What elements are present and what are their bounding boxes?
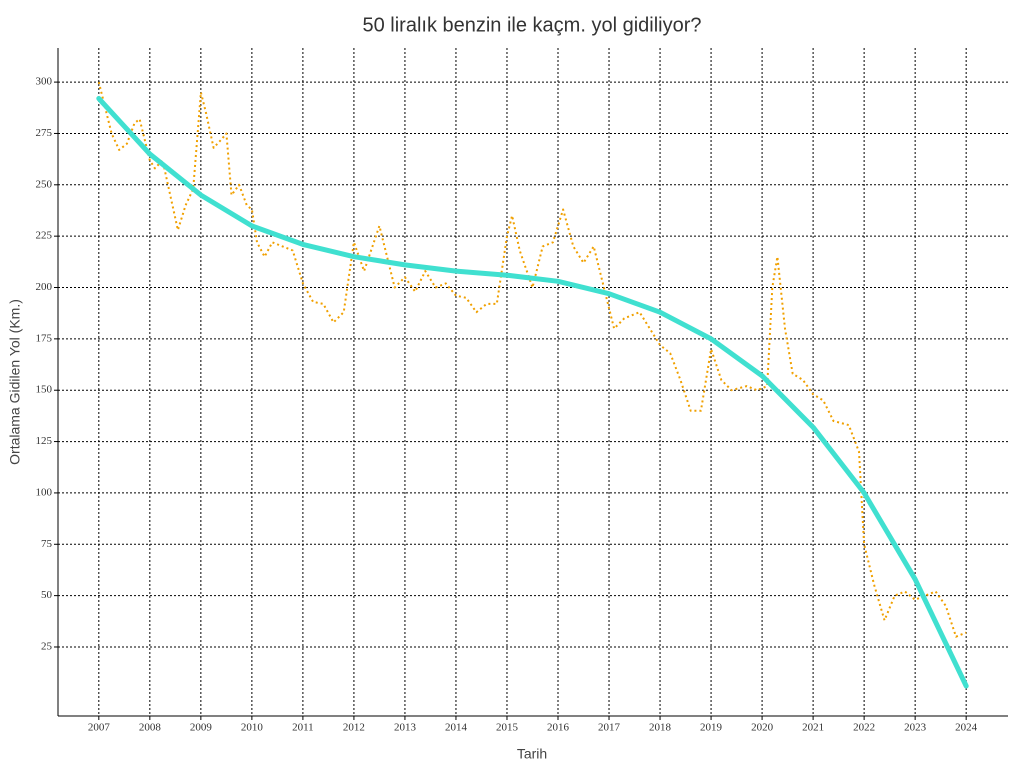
y-tick-label: 50: [41, 589, 53, 601]
x-tick-label: 2013: [394, 722, 417, 734]
y-tick-label: 275: [36, 127, 53, 139]
x-tick-label: 2021: [802, 722, 824, 734]
series-line: [96, 96, 969, 689]
x-tick-label: 2009: [190, 722, 213, 734]
x-tick-label: 2012: [343, 722, 365, 734]
x-tick-label: 2017: [598, 722, 621, 734]
x-axis-title: Tarih: [517, 746, 547, 762]
series-line: [97, 81, 967, 638]
chart-title: 50 liralık benzin ile kaçm. yol gidiliyo…: [362, 14, 701, 36]
y-tick-label: 150: [36, 384, 53, 396]
y-tick-label: 125: [36, 435, 53, 447]
y-tick-label: 225: [36, 230, 53, 242]
x-tick-label: 2011: [292, 722, 314, 734]
x-tick-label: 2008: [139, 722, 162, 734]
x-tick-label: 2022: [853, 722, 875, 734]
x-tick-label: 2015: [496, 722, 519, 734]
x-tick-label: 2019: [700, 722, 723, 734]
x-tick-label: 2018: [649, 722, 672, 734]
y-tick-label: 200: [36, 281, 53, 293]
y-tick-label: 300: [36, 76, 53, 88]
y-axis-title: Ortalama Gidilen Yol (Km.): [7, 299, 23, 465]
y-tick-label: 250: [36, 178, 53, 190]
x-tick-label: 2023: [904, 722, 927, 734]
x-tick-label: 2007: [88, 722, 111, 734]
y-tick-label: 100: [36, 486, 53, 498]
x-tick-label: 2014: [445, 722, 468, 734]
y-tick-label: 75: [41, 538, 53, 550]
y-tick-label: 25: [41, 641, 53, 653]
y-tick-label: 175: [36, 332, 53, 344]
x-tick-label: 2020: [751, 722, 774, 734]
x-tick-label: 2010: [241, 722, 264, 734]
x-tick-label: 2024: [955, 722, 978, 734]
x-tick-label: 2016: [547, 722, 570, 734]
